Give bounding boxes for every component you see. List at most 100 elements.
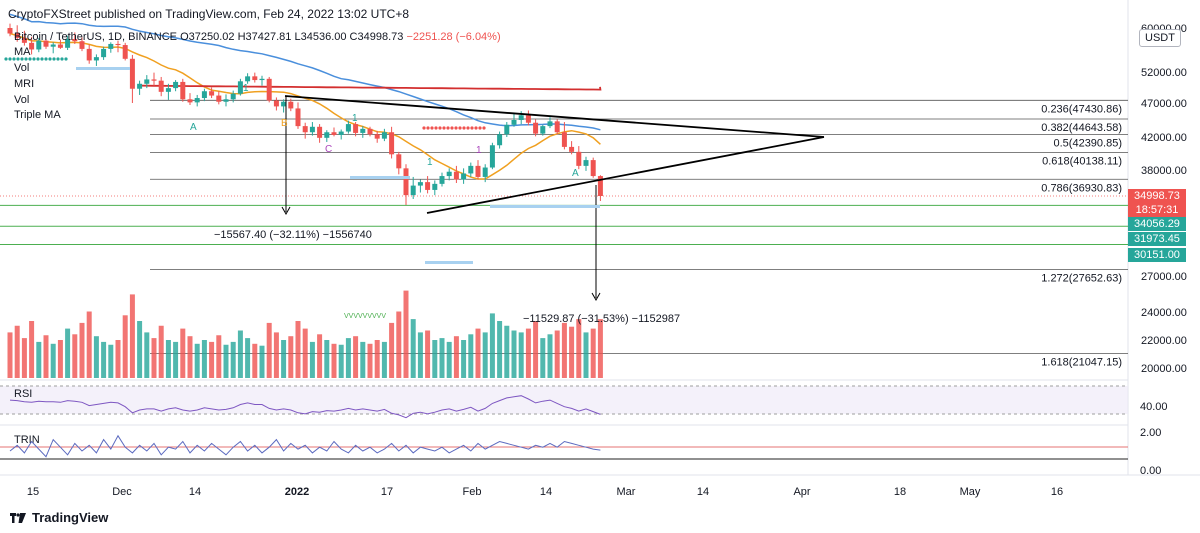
signal-dot bbox=[478, 126, 482, 130]
rsi-label: RSI bbox=[14, 388, 32, 400]
volume-bar bbox=[101, 341, 107, 378]
signal-dot bbox=[8, 57, 12, 61]
trin-tick: 2.00 bbox=[1140, 427, 1161, 439]
candle-body bbox=[36, 40, 42, 50]
candle-body bbox=[381, 132, 387, 139]
ohlc-low: L34536.00 bbox=[294, 31, 347, 43]
trin-tick: 0.00 bbox=[1140, 465, 1161, 477]
candle-body bbox=[86, 48, 92, 61]
symbol-ohlc-line: Bitcoin / TetherUS, 1D, BINANCE O37250.0… bbox=[14, 31, 501, 43]
volume-bar bbox=[288, 336, 294, 378]
volume-bar bbox=[367, 343, 373, 378]
candle-body bbox=[540, 126, 546, 134]
time-tick: Feb bbox=[463, 486, 482, 498]
tradingview-logo[interactable]: TradingView bbox=[10, 510, 108, 525]
candle-body bbox=[151, 79, 157, 81]
candlesticks bbox=[7, 23, 603, 205]
candle-body bbox=[273, 100, 279, 107]
time-tick: Dec bbox=[112, 486, 132, 498]
volume-bar bbox=[7, 332, 13, 378]
volume-bar bbox=[540, 338, 546, 378]
volume-bar bbox=[137, 321, 143, 378]
volume-bar bbox=[403, 290, 409, 378]
symbol-name[interactable]: Bitcoin / TetherUS, 1D, BINANCE bbox=[14, 31, 178, 43]
measure-label-right: −11529.87 (−31.53%) −1152987 bbox=[523, 313, 680, 325]
candle-body bbox=[525, 115, 531, 123]
candle-body bbox=[446, 171, 452, 177]
candle-body bbox=[511, 120, 517, 125]
volume-bar bbox=[36, 341, 42, 378]
indicator-label-mri[interactable]: MRI bbox=[14, 78, 35, 90]
arrow-head-left bbox=[281, 206, 291, 216]
candle-body bbox=[72, 39, 78, 42]
volume-bar bbox=[569, 326, 575, 378]
signal-dot bbox=[422, 126, 426, 130]
candle-body bbox=[43, 40, 49, 47]
signal-dot bbox=[24, 57, 28, 61]
volume-bar bbox=[21, 338, 27, 378]
indicator-label-ma[interactable]: MA bbox=[14, 46, 31, 58]
indicator-label-vol[interactable]: Vol bbox=[14, 62, 30, 74]
candle-body bbox=[144, 79, 150, 84]
candle-body bbox=[223, 99, 229, 102]
volume-bar bbox=[475, 328, 481, 378]
candle-body bbox=[374, 134, 380, 139]
volume-bar bbox=[295, 321, 301, 378]
volume-bar bbox=[353, 336, 359, 378]
volume-bar bbox=[273, 332, 279, 378]
time-tick: 14 bbox=[540, 486, 552, 498]
range-marker bbox=[350, 176, 410, 179]
candle-body bbox=[7, 28, 13, 34]
volume-bar bbox=[590, 328, 596, 378]
wave-label: A bbox=[190, 122, 197, 133]
volume-bar bbox=[201, 340, 207, 378]
signal-dot bbox=[434, 126, 438, 130]
trin-label: TRIN bbox=[14, 434, 40, 446]
wave-label: 1 bbox=[352, 113, 358, 124]
wave-label: 1 bbox=[427, 157, 433, 168]
signal-dot bbox=[40, 57, 44, 61]
candle-body bbox=[489, 145, 495, 168]
candle-body bbox=[129, 58, 135, 89]
candle-body bbox=[288, 101, 294, 109]
candle-body bbox=[65, 39, 71, 48]
volume-bar bbox=[381, 341, 387, 378]
candle-body bbox=[561, 132, 567, 147]
wave-label: A bbox=[572, 168, 579, 179]
volume-bar bbox=[497, 321, 503, 378]
volume-bar bbox=[14, 325, 20, 378]
volume-bar bbox=[252, 343, 258, 378]
time-tick: Apr bbox=[793, 486, 810, 498]
candle-body bbox=[209, 91, 215, 96]
time-tick: 2022 bbox=[285, 486, 309, 498]
candle-body bbox=[79, 41, 85, 49]
indicator-label-triple-ma[interactable]: Triple MA bbox=[14, 109, 61, 121]
signal-dot bbox=[4, 57, 8, 61]
volume-bar bbox=[173, 341, 179, 378]
ohlc-change: −2251.28 (−6.04%) bbox=[406, 31, 501, 43]
wave-label: 1 bbox=[243, 83, 249, 94]
candle-body bbox=[245, 76, 251, 82]
price-tag-support-3: 30151.00 bbox=[1128, 248, 1186, 262]
signal-dot bbox=[458, 126, 462, 130]
volume-bar bbox=[57, 340, 63, 378]
currency-badge[interactable]: USDT bbox=[1139, 29, 1181, 47]
candle-body bbox=[216, 95, 222, 102]
volume-bar bbox=[302, 328, 308, 378]
candle-body bbox=[360, 128, 366, 133]
volume-bar bbox=[331, 343, 337, 378]
candle-body bbox=[482, 167, 488, 177]
indicator-label-vol-2[interactable]: Vol bbox=[14, 94, 30, 106]
candle-body bbox=[57, 44, 63, 48]
volume-bar bbox=[266, 322, 272, 378]
candle-body bbox=[50, 44, 56, 47]
fib-label: 0.382(44643.58) bbox=[1041, 122, 1122, 134]
candle-body bbox=[590, 160, 596, 177]
ohlc-high: H37427.81 bbox=[237, 31, 292, 43]
measure-label-left: −15567.40 (−32.11%) −1556740 bbox=[214, 229, 372, 241]
candle-body bbox=[403, 168, 409, 196]
candle-body bbox=[180, 81, 186, 100]
price-tick: 42000.00 bbox=[1141, 132, 1187, 144]
volume-bar bbox=[554, 330, 560, 378]
